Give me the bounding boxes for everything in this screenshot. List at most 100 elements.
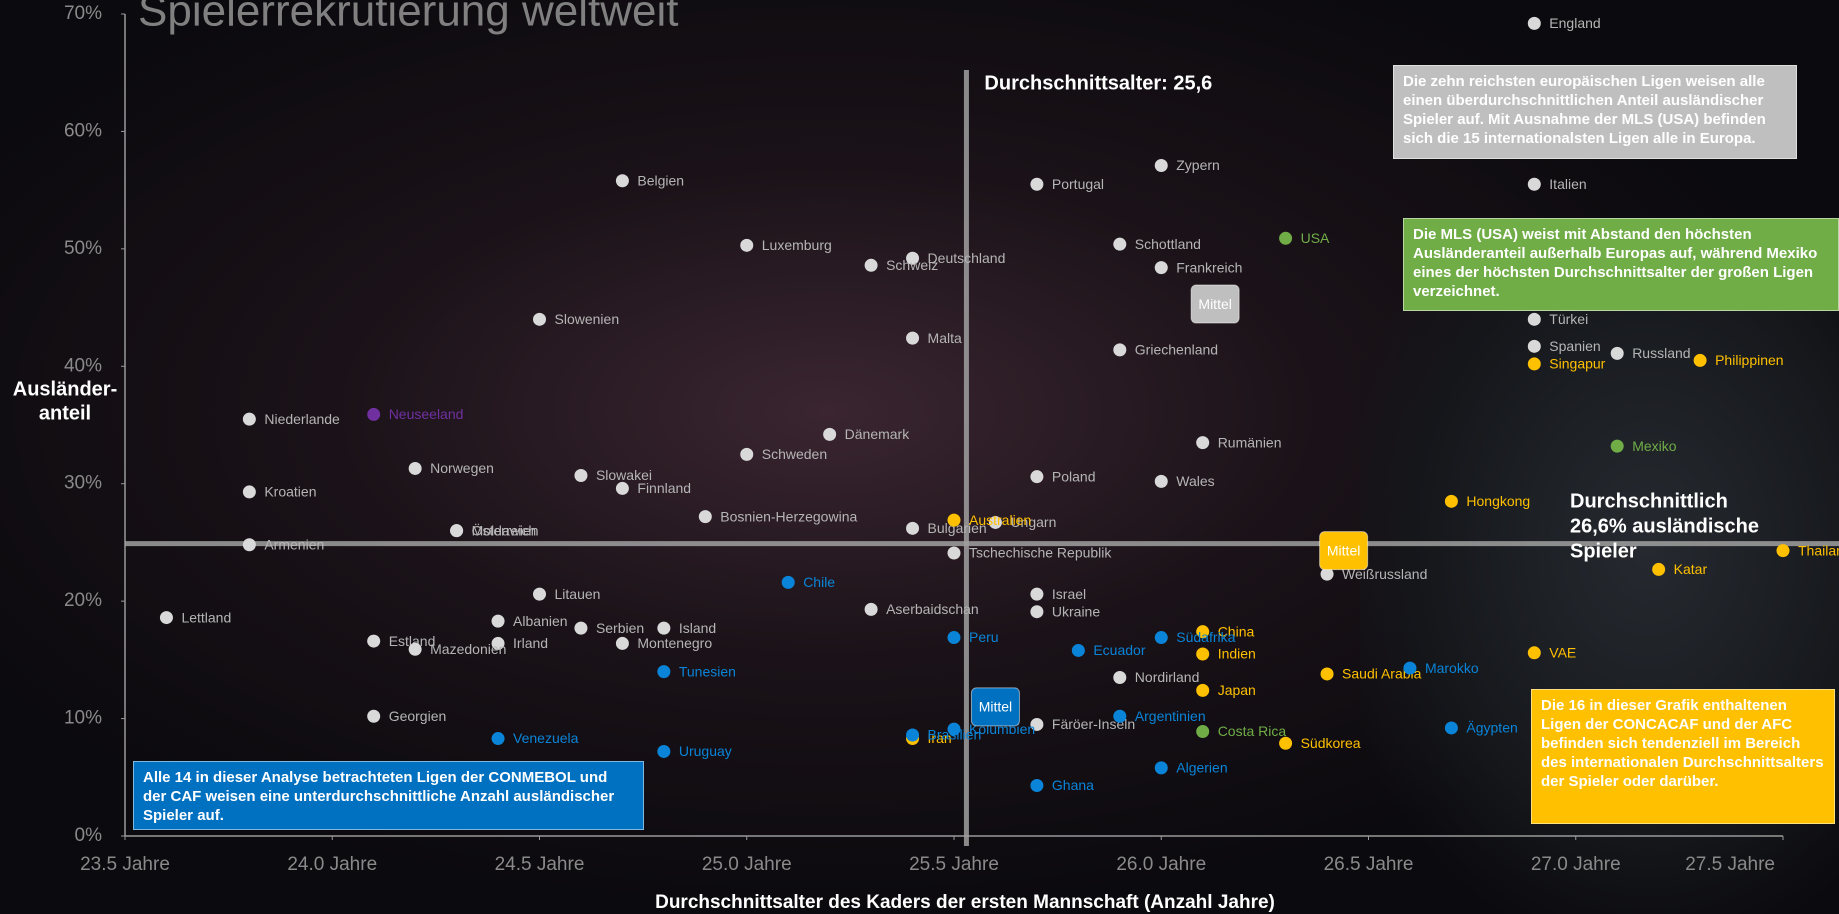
data-point [1528, 340, 1541, 353]
x-tick-label: 27.5 Jahre [1685, 854, 1775, 875]
point-label: Indien [1218, 646, 1256, 662]
x-tick-label: 24.0 Jahre [287, 854, 377, 875]
annotation-box: Alle 14 in dieser Analyse betrachteten L… [133, 761, 644, 830]
mean-share-label: Spieler [1570, 540, 1637, 562]
point-label: Venezuela [513, 730, 579, 746]
x-tick-label: 25.0 Jahre [702, 854, 792, 875]
point-label: Chile [803, 574, 835, 590]
point-label: Schweiz [886, 257, 938, 273]
data-point [1155, 261, 1168, 274]
point-label: Uruguay [679, 743, 732, 759]
data-point [533, 588, 546, 601]
point-label: Israel [1052, 586, 1086, 602]
point-label: Kroatien [264, 484, 316, 500]
data-point [699, 510, 712, 523]
data-point [1196, 436, 1209, 449]
data-point [1155, 761, 1168, 774]
point-label: Wales [1176, 473, 1214, 489]
point-label: Philippinen [1715, 352, 1784, 368]
point-label: Marokko [1425, 660, 1479, 676]
point-label: Ukraine [1052, 603, 1100, 619]
point-label: Spanien [1549, 338, 1600, 354]
mean-marker-label: Mittel [1198, 296, 1231, 312]
data-point [1030, 779, 1043, 792]
x-tick-label: 23.5 Jahre [80, 854, 170, 875]
annotation-box: Die zehn reichsten europäischen Ligen we… [1393, 65, 1797, 159]
data-point [906, 332, 919, 345]
point-label: Griechenland [1135, 342, 1218, 358]
point-label: Südkorea [1301, 735, 1361, 751]
mean-age-label: Durchschnittsalter: 25,6 [984, 72, 1212, 94]
point-label: Neuseeland [389, 406, 464, 422]
point-label: Südafrika [1176, 629, 1235, 645]
data-point [948, 546, 961, 559]
point-label: Serbien [596, 620, 644, 636]
x-tick-label: 26.5 Jahre [1324, 854, 1414, 875]
point-label: Hongkong [1466, 493, 1530, 509]
data-point [1155, 475, 1168, 488]
data-point [740, 239, 753, 252]
data-point [657, 745, 670, 758]
data-point [948, 514, 961, 527]
data-point [1528, 178, 1541, 191]
point-label: Belgien [637, 172, 684, 188]
point-label: USA [1301, 230, 1330, 246]
data-point [906, 522, 919, 535]
point-label: Mazedonien [430, 641, 506, 657]
data-point [367, 635, 380, 648]
mean-share-label: Durchschnittlich [1570, 490, 1728, 512]
data-point [1528, 646, 1541, 659]
data-point [450, 524, 463, 537]
point-label: Poland [1052, 468, 1096, 484]
point-label: Montenegro [637, 635, 712, 651]
point-label: Tschechische Republik [969, 545, 1112, 561]
y-tick-label: 70% [64, 3, 102, 24]
data-point [616, 637, 629, 650]
data-point [492, 732, 505, 745]
data-point [1072, 644, 1085, 657]
data-point [1694, 354, 1707, 367]
point-label: Irland [513, 635, 548, 651]
data-point [1030, 605, 1043, 618]
data-point [492, 615, 505, 628]
data-point [243, 485, 256, 498]
x-tick-label: 25.5 Jahre [909, 854, 999, 875]
x-tick-label: 27.0 Jahre [1531, 854, 1621, 875]
point-label: Ägypten [1466, 720, 1517, 736]
point-label: Albanien [513, 613, 568, 629]
point-label: Thailand [1798, 542, 1839, 558]
data-point [574, 622, 587, 635]
data-point [1279, 232, 1292, 245]
data-point [243, 538, 256, 551]
point-label: Malta [928, 330, 962, 346]
point-label: Japan [1218, 682, 1256, 698]
point-label: Argentinien [1135, 708, 1206, 724]
point-label: Tunesien [679, 663, 736, 679]
data-point [1196, 725, 1209, 738]
y-tick-label: 0% [75, 825, 103, 846]
y-tick-label: 60% [64, 120, 102, 141]
data-point [657, 622, 670, 635]
chart-title: Spielerrekrutierung weltweit [138, 0, 678, 36]
data-point [657, 665, 670, 678]
point-label: Zypern [1176, 157, 1220, 173]
point-label: Ghana [1052, 777, 1094, 793]
page: Spielerrekrutierung weltweit Ausländer- … [0, 0, 1839, 914]
y-tick-label: 50% [64, 238, 102, 259]
data-point [367, 408, 380, 421]
point-label: Singapur [1549, 356, 1605, 372]
data-point [1528, 17, 1541, 30]
data-point [1528, 357, 1541, 370]
point-label: Mexiko [1632, 438, 1677, 454]
data-point [616, 174, 629, 187]
data-point [740, 448, 753, 461]
point-label: Katar [1674, 561, 1708, 577]
point-label: Türkei [1549, 311, 1588, 327]
point-label: Lettland [181, 609, 231, 625]
data-point [1030, 470, 1043, 483]
data-point [243, 413, 256, 426]
data-point [1611, 347, 1624, 360]
point-label: Portugal [1052, 176, 1104, 192]
point-label: Rumänien [1218, 434, 1282, 450]
data-point [865, 603, 878, 616]
